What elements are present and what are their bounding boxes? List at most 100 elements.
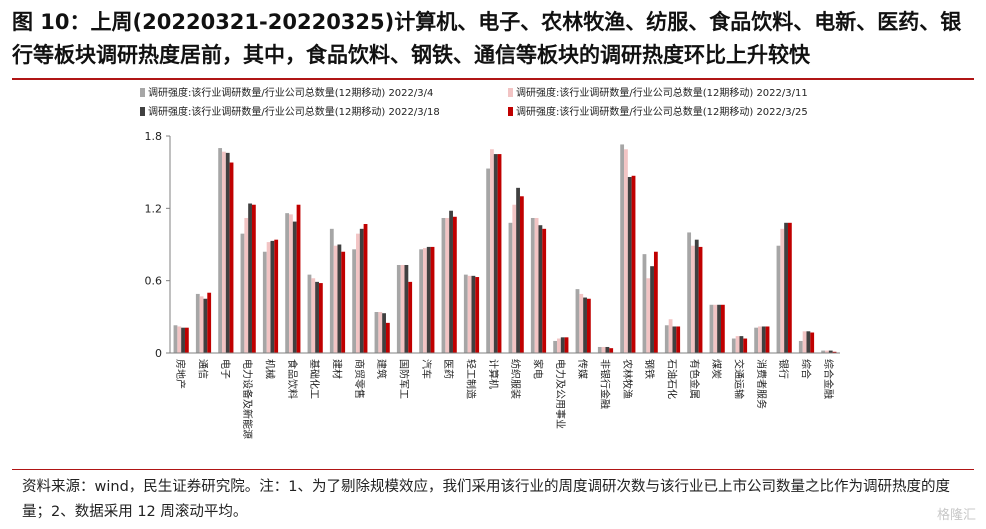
- bar-s1-14: [486, 168, 491, 353]
- bar-s4-19: [609, 348, 614, 353]
- bar-s2-5: [289, 214, 293, 353]
- bar-s1-19: [597, 346, 602, 353]
- bar-s1-28: [798, 340, 803, 353]
- bar-s1-18: [575, 289, 580, 353]
- bar-s1-8: [352, 249, 357, 353]
- x-tick-label: 基础化工: [308, 359, 321, 399]
- bar-s4-28: [810, 332, 815, 353]
- x-tick-label: 电力及公用事业: [554, 359, 567, 429]
- bar-s3-4: [270, 240, 275, 353]
- bar-chart: 0 0.6 1.2 1.8 房地产 通信 电子 电力设备及新能源 机械 食品饮料 基础化工 建材 商贸零…: [145, 130, 840, 439]
- bar-s3-10: [404, 264, 409, 353]
- legend-swatch-s2: [508, 88, 513, 97]
- bar-s1-17: [553, 340, 558, 353]
- bar-s2-28: [802, 331, 807, 353]
- bar-s3-24: [717, 304, 721, 353]
- y-tick-label: 1.2: [145, 202, 163, 215]
- bar-s3-5: [292, 221, 297, 353]
- bar-s2-12: [445, 217, 450, 353]
- x-tick-label: 机械: [264, 359, 277, 379]
- bar-s1-23: [687, 232, 692, 353]
- bar-s2-13: [467, 275, 472, 353]
- bar-s4-21: [653, 251, 658, 353]
- legend-item-s4: 调研强度:该行业调研数量/行业公司总数量(12期移动) 2022/3/25: [508, 105, 808, 121]
- bar-s2-2: [222, 151, 226, 353]
- bar-s2-10: [400, 264, 405, 353]
- x-tick-label: 建筑: [375, 359, 388, 379]
- y-tick-label: 0: [155, 347, 162, 360]
- x-tick-label: 交通运输: [733, 359, 746, 399]
- bar-s1-27: [776, 245, 781, 353]
- legend-item-s3: 调研强度:该行业调研数量/行业公司总数量(12期移动) 2022/3/18: [140, 105, 440, 121]
- legend-swatch-s1: [140, 88, 145, 97]
- bar-s3-14: [493, 154, 498, 353]
- bar-s1-29: [821, 350, 826, 353]
- x-tick-label: 国防军工: [398, 359, 411, 399]
- bar-s1-5: [285, 213, 290, 353]
- bar-s1-13: [463, 274, 468, 353]
- bar-s3-21: [650, 266, 654, 353]
- y-tick-label: 0.6: [145, 275, 163, 288]
- bar-s2-4: [266, 242, 271, 353]
- bar-s3-22: [672, 326, 677, 353]
- bar-s3-6: [315, 281, 319, 353]
- x-tick-label: 轻工制造: [465, 359, 478, 399]
- bar-s1-24: [709, 304, 714, 353]
- bar-s2-26: [758, 326, 762, 353]
- bar-s1-11: [419, 249, 424, 353]
- source-note: 资料来源：wind，民生证券研究院。注：1、为了剔除规模效应，我们采用该行业的周…: [22, 479, 951, 520]
- bar-s1-25: [731, 338, 736, 353]
- bar-s4-25: [743, 338, 748, 353]
- y-tick-label: 1.8: [145, 130, 163, 143]
- bar-s2-0: [177, 326, 182, 353]
- bar-s4-4: [274, 239, 279, 353]
- bar-s3-25: [739, 336, 744, 353]
- footer-divider: [12, 469, 974, 470]
- watermark-logo: 格隆汇: [936, 508, 976, 523]
- bar-s2-18: [579, 293, 584, 353]
- bar-s4-6: [318, 283, 323, 353]
- bar-s4-8: [363, 224, 368, 353]
- bar-s4-29: [832, 351, 837, 353]
- x-tick-label: 汽车: [420, 359, 433, 379]
- x-tick-label: 传媒: [576, 359, 588, 379]
- bar-s4-24: [720, 304, 725, 353]
- bar-s3-20: [627, 176, 632, 353]
- x-tick-label: 煤炭: [710, 359, 723, 379]
- bar-s4-27: [787, 222, 792, 353]
- x-tick-label: 电力设备及新能源: [241, 359, 254, 439]
- bar-s2-15: [512, 204, 517, 353]
- bar-s3-13: [471, 275, 476, 353]
- bar-s2-29: [825, 350, 829, 353]
- x-tick-label: 计算机: [487, 359, 500, 389]
- bar-s3-23: [694, 239, 699, 353]
- bar-s3-1: [203, 298, 208, 353]
- bar-s1-6: [307, 274, 312, 353]
- x-tick-label: 房地产: [174, 359, 187, 389]
- bar-s2-14: [490, 149, 494, 353]
- bar-s1-26: [754, 327, 759, 353]
- bar-s2-11: [423, 248, 427, 353]
- legend-item-s2: 调研强度:该行业调研数量/行业公司总数量(12期移动) 2022/3/11: [508, 86, 808, 102]
- x-tick-label: 通信: [197, 359, 209, 379]
- bar-s2-19: [601, 346, 606, 353]
- bar-s3-18: [583, 297, 587, 353]
- bar-s3-7: [337, 244, 342, 353]
- x-tick-label: 纺织服装: [509, 359, 522, 399]
- bar-s4-1: [207, 292, 212, 353]
- bar-s2-9: [378, 312, 383, 353]
- bar-s1-0: [173, 325, 178, 353]
- bar-s3-17: [560, 337, 565, 353]
- bar-s3-15: [516, 187, 520, 353]
- bar-s1-12: [441, 217, 446, 353]
- bar-s1-1: [195, 293, 200, 353]
- bar-s3-28: [806, 331, 811, 353]
- bar-s2-20: [624, 149, 628, 353]
- x-tick-label: 石油石化: [666, 359, 679, 399]
- x-tick-label: 食品饮料: [286, 359, 299, 399]
- x-tick-label: 消费者服务: [755, 359, 768, 409]
- legend-label-s3: 调研强度:该行业调研数量/行业公司总数量(12期移动) 2022/3/18: [148, 107, 440, 118]
- x-tick-label: 医药: [442, 359, 454, 379]
- bar-s1-20: [620, 144, 625, 353]
- bar-s4-9: [385, 322, 390, 353]
